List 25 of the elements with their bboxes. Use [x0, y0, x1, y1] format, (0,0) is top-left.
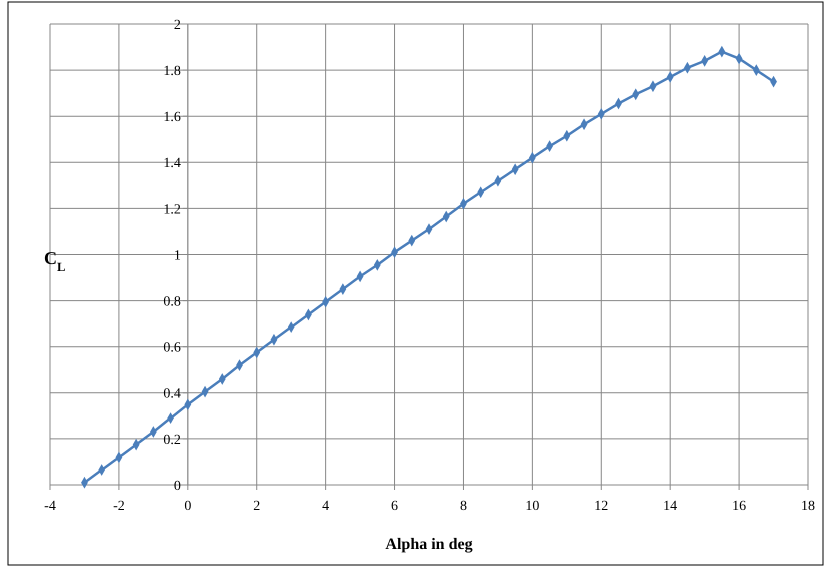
x-tick-label: 6 — [391, 499, 398, 514]
x-tick-label: -4 — [44, 499, 56, 514]
y-tick-label: 2 — [174, 18, 181, 33]
y-tick-label: 1.2 — [163, 202, 181, 218]
x-tick-label: 16 — [732, 499, 746, 514]
y-tick-label: 0.2 — [163, 432, 181, 448]
x-tick-label: 18 — [801, 499, 815, 514]
y-tick-label: 1 — [174, 248, 181, 264]
x-tick-label: 0 — [184, 499, 192, 514]
x-tick-label: 12 — [594, 499, 608, 514]
y-tick-label: 1.6 — [163, 110, 181, 126]
x-tick-label: 4 — [322, 499, 330, 514]
x-tick-label: 14 — [663, 499, 678, 514]
x-tick-label: 10 — [525, 499, 540, 514]
y-tick-label: 1.8 — [163, 64, 181, 79]
x-axis-title: Alpha in deg — [385, 536, 473, 553]
x-tick-label: 2 — [253, 499, 260, 514]
y-tick-label: 0 — [174, 478, 181, 494]
y-tick-label: 1.4 — [163, 156, 181, 172]
y-tick-label: 0.4 — [163, 386, 181, 402]
x-tick-label: -2 — [113, 499, 125, 514]
y-axis-title: C$_{L}$ — [44, 248, 66, 274]
x-tick-label: 8 — [460, 499, 467, 514]
y-tick-label: 0.6 — [163, 340, 181, 356]
y-tick-label: 0.8 — [163, 294, 181, 310]
